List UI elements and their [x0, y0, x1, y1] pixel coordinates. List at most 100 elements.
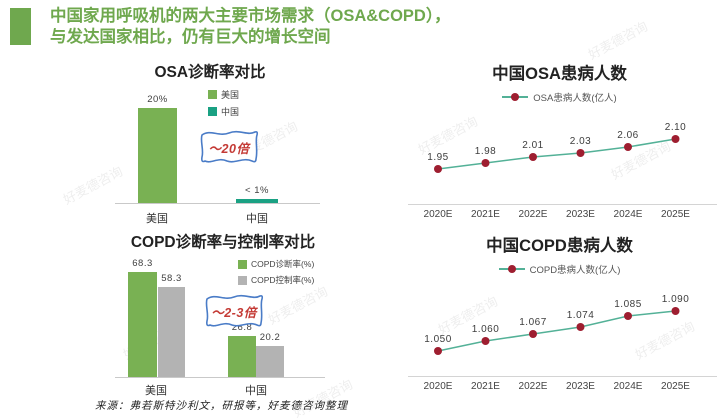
copd-diagnosis-control-chart: COPD诊断率与控制率对比 COPD诊断率(%) COPD控制率(%) 68.3 2… — [100, 228, 360, 400]
tick-label: 中国 — [246, 213, 268, 225]
value-label: 68.3 — [132, 258, 153, 269]
value-label: 1.074 — [567, 310, 595, 321]
legend-dot-icon — [507, 265, 516, 273]
tick-label: 2024E — [613, 209, 643, 220]
annotation-ribbon: ～20倍 — [197, 126, 261, 168]
value-label: < 1% — [245, 185, 269, 196]
legend-label: 中国 — [221, 107, 240, 117]
value-label: 1.050 — [424, 334, 452, 345]
legend-item: COPD控制率(%) — [238, 274, 314, 286]
value-label: 2.06 — [617, 130, 638, 141]
data-point — [671, 307, 680, 315]
data-point — [624, 312, 632, 320]
value-label: 1.98 — [475, 146, 496, 157]
bar — [158, 287, 185, 377]
bar — [138, 107, 177, 203]
data-point — [481, 159, 490, 167]
bar — [128, 272, 157, 377]
value-label: 1.067 — [519, 317, 547, 328]
value-label: 1.090 — [662, 294, 690, 305]
tick-label: 2024E — [613, 381, 643, 392]
value-label: 58.3 — [161, 273, 182, 285]
tick-label: 2021E — [471, 381, 500, 392]
plot-area: 20% < 1% — [115, 94, 320, 204]
annotation-text: ～2-3倍 — [211, 306, 257, 320]
data-point — [434, 165, 442, 173]
tick-label: 2023E — [566, 381, 595, 392]
trend-line — [437, 310, 676, 352]
x-axis-line — [408, 204, 717, 205]
data-point — [529, 153, 537, 161]
page-title: 中国家用呼吸机的两大主要市场需求（OSA&COPD）， 与发达国家相比，仍有巨大… — [50, 6, 451, 48]
chart-legend: COPD诊断率(%) COPD控制率(%) — [238, 258, 314, 286]
legend-label: OSA患病人数(亿人) — [533, 93, 617, 104]
legend-swatch-icon — [238, 275, 247, 285]
china-osa-patients-chart: 中国OSA患病人数 OSA患病人数(亿人) 1.95 1.98 2.01 2.03 2.… — [400, 58, 719, 226]
data-point — [481, 337, 490, 345]
tick-label: 2022E — [518, 209, 548, 220]
chart-legend: COPD患病人数(亿人) — [400, 262, 719, 276]
line-plot: 1.95 1.98 2.01 2.03 2.06 2.10 — [427, 122, 686, 173]
bar — [256, 345, 284, 377]
value-label: 2.01 — [522, 140, 543, 151]
data-point — [529, 330, 537, 338]
tick-label: 美国 — [146, 213, 168, 225]
source-note: 来源：弗若斯特沙利文，研报等，好麦德咨询整理 — [95, 401, 348, 412]
page-title-line1: 中国家用呼吸机的两大主要市场需求（OSA&COPD）， — [50, 7, 451, 25]
value-label: 2.03 — [570, 136, 591, 147]
value-label: 1.95 — [427, 152, 448, 163]
data-point — [434, 347, 442, 355]
legend-label: COPD诊断率(%) — [251, 259, 315, 269]
annotation-ribbon: ～2-3倍 — [202, 290, 266, 332]
chart-title: OSA诊断率对比 — [154, 64, 266, 81]
legend-dot-icon — [511, 93, 520, 101]
x-axis-line — [408, 376, 717, 377]
annotation-text: ～20倍 — [208, 142, 250, 156]
ribbon-shape-icon — [200, 130, 259, 163]
data-point — [624, 143, 632, 151]
legend-label: COPD控制率(%) — [251, 275, 315, 285]
data-point — [576, 323, 585, 331]
tick-label: 2023E — [566, 209, 595, 220]
legend-item: 美国 — [208, 88, 239, 101]
line-plot: 1.050 1.060 1.067 1.074 1.085 1.090 — [424, 294, 690, 355]
value-label: 20.2 — [259, 331, 281, 343]
osa-diagnosis-chart: OSA诊断率对比 美国 中国 20% < 1% 美国 中国 ～20倍 — [100, 58, 360, 226]
tick-label: 2021E — [471, 209, 500, 220]
value-label: 1.085 — [614, 299, 642, 310]
tick-label: 2020E — [423, 209, 453, 220]
value-label: 2.10 — [665, 122, 686, 133]
plot-area: 68.3 26.8 58.3 20.2 — [115, 254, 325, 378]
tick-label: 2020E — [423, 381, 453, 392]
value-label: 26.8 — [231, 321, 253, 333]
tick-label: 2022E — [518, 381, 548, 392]
legend-label: COPD患病人数(亿人) — [529, 265, 621, 276]
chart-title: 中国OSA患病人数 — [492, 65, 627, 83]
tick-label: 中国 — [245, 385, 267, 397]
legend-swatch-icon — [208, 107, 217, 116]
ribbon-shape-icon — [205, 294, 264, 327]
data-point — [671, 135, 680, 143]
trend-line — [437, 138, 676, 170]
tick-label: 2025E — [661, 381, 690, 392]
legend-item: 中国 — [208, 105, 239, 118]
legend-line-marker-icon — [502, 93, 529, 101]
bar — [236, 199, 278, 203]
tick-label: 美国 — [145, 385, 167, 397]
legend-item: COPD诊断率(%) — [238, 258, 314, 270]
data-point — [576, 149, 585, 157]
value-label: 1.060 — [472, 324, 500, 335]
legend-swatch-icon — [208, 90, 217, 99]
chart-title: 中国COPD患病人数 — [486, 237, 633, 255]
accent-square — [10, 8, 31, 45]
watermark-text: 好麦德咨询 — [585, 18, 651, 63]
legend-line-marker-icon — [498, 265, 525, 273]
legend-label: 美国 — [221, 90, 240, 100]
china-copd-patients-chart: 中国COPD患病人数 COPD患病人数(亿人) 1.050 1.060 1.067 1… — [400, 230, 719, 398]
value-label: 20% — [147, 93, 168, 105]
chart-legend: 美国 中国 — [208, 88, 239, 118]
bar — [228, 335, 256, 377]
page-title-line2: 与发达国家相比，仍有巨大的增长空间 — [50, 28, 331, 46]
legend-swatch-icon — [238, 259, 247, 269]
